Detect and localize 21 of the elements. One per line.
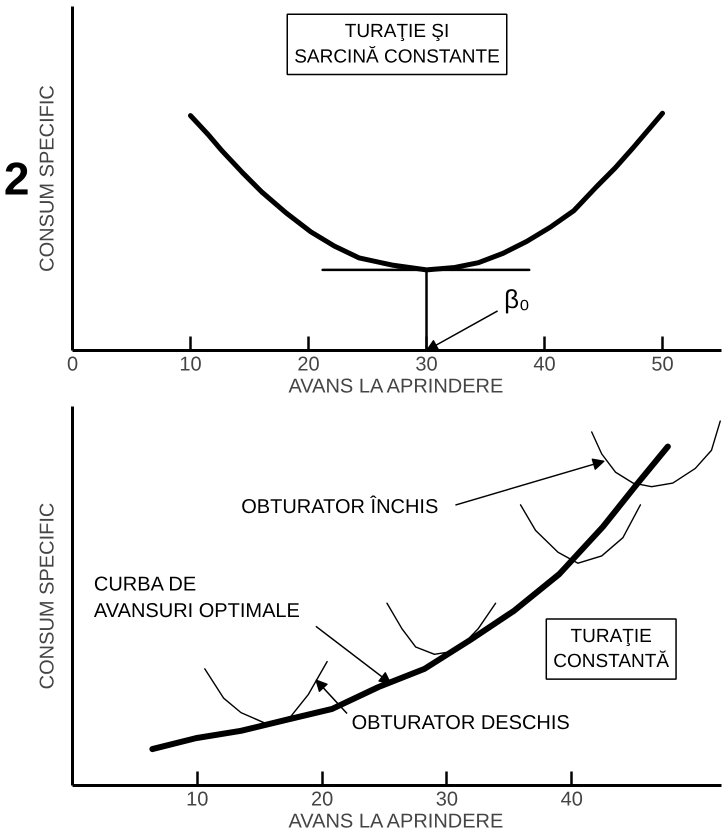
x-tick-label: 30 bbox=[436, 788, 458, 810]
y-axis-title: CONSUM SPECIFIC bbox=[36, 85, 58, 272]
text: 2 bbox=[4, 152, 30, 204]
x-tick-label: 40 bbox=[560, 788, 583, 810]
annotation: OBTURATOR ÎNCHIS bbox=[241, 494, 438, 518]
annotation: CURBA DE AVANSURI OPTIMALE bbox=[94, 574, 300, 622]
x-tick-label: 20 bbox=[310, 788, 334, 810]
x-tick-label: 0 bbox=[66, 354, 78, 376]
x-axis-title: AVANS LA APRINDERE bbox=[288, 810, 504, 832]
ref-line-label: β₀ bbox=[504, 284, 530, 314]
x-tick-label: 20 bbox=[297, 354, 320, 376]
chart-title: TURAŢIE ŞI SARCINĂ CONSTANTE bbox=[294, 21, 500, 68]
x-axis-title: AVANS LA APRINDERE bbox=[288, 376, 504, 398]
x-tick-label: 40 bbox=[533, 354, 556, 376]
x-tick-label: 30 bbox=[415, 354, 438, 376]
y-axis-title: CONSUM SPECIFIC bbox=[36, 502, 58, 690]
text: TURAŢIE CONSTANTĂ bbox=[553, 626, 670, 672]
x-tick-label: 10 bbox=[186, 788, 208, 810]
annotation: OBTURATOR DESCHIS bbox=[352, 712, 570, 734]
x-tick-label: 50 bbox=[651, 354, 674, 376]
x-tick-label: 10 bbox=[179, 354, 202, 376]
